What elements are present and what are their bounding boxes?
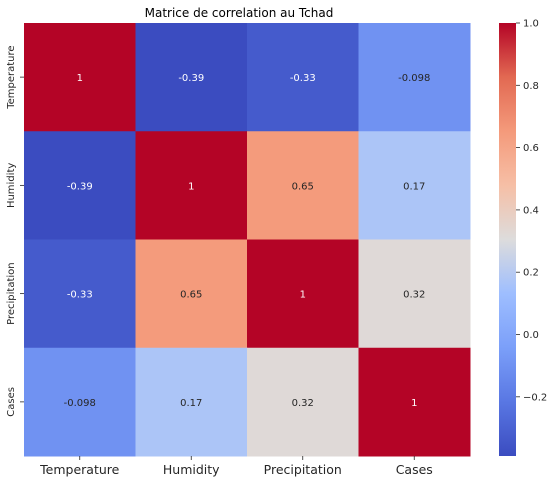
colorbar-tick-label-6: −0.2 [523, 392, 547, 403]
cell-value-label-2-0: -0.33 [67, 290, 93, 301]
cell-value-label-1-3: 0.17 [403, 181, 425, 192]
heatmap-cell-2-2 [247, 239, 359, 349]
colorbar-tick-label-5: 0.0 [523, 330, 539, 341]
heatmap-cell-0-2 [247, 23, 359, 132]
x-axis-tick-labels: Temperature Humidity Precipitation Cases [39, 456, 433, 477]
cell-value-label-2-1: 0.65 [180, 290, 202, 301]
heatmap-cell-1-2 [247, 131, 359, 240]
cell-value-label-0-3: -0.098 [398, 73, 430, 84]
heatmap-cell-3-0 [24, 347, 136, 457]
colorbar-tick-label-0: 1.0 [523, 19, 539, 30]
y-tick-label-3: Cases [6, 387, 17, 417]
cell-value-label-3-1: 0.17 [180, 398, 202, 409]
heatmap-cells: 1 -0.39 -0.33 -0.098 -0.39 1 0.65 0.17 -0.33 0.65… [24, 23, 471, 457]
cell-value-label-1-1: 1 [188, 181, 194, 192]
heatmap-cell-3-2 [247, 347, 359, 457]
cell-value-label-3-0: -0.098 [64, 398, 96, 409]
colorbar-tick-label-1: 0.8 [523, 81, 539, 92]
cell-value-label-0-1: -0.39 [178, 73, 204, 84]
y-axis-tick-labels: Temperature Humidity Precipitation Cases [6, 45, 24, 417]
heatmap-cell-1-3 [358, 131, 471, 240]
colorbar-gradient [499, 23, 516, 456]
heatmap-cell-2-0 [24, 239, 136, 349]
colorbar-tick-label-4: 0.2 [523, 268, 539, 279]
heatmap-cell-2-1 [135, 239, 248, 349]
cell-value-label-3-3: 1 [411, 398, 417, 409]
cell-value-label-0-0: 1 [77, 73, 83, 84]
cell-value-label-3-2: 0.32 [292, 398, 314, 409]
colorbar: 1.0 0.8 0.6 0.4 0.2 0.0 −0.2 [499, 19, 547, 456]
colorbar-tick-label-3: 0.4 [523, 205, 539, 216]
heatmap-cell-0-3 [358, 23, 471, 132]
cell-value-label-2-3: 0.32 [403, 290, 425, 301]
colorbar-ticks: 1.0 0.8 0.6 0.4 0.2 0.0 −0.2 [516, 19, 547, 403]
x-tick-label-1: Humidity [163, 462, 220, 477]
cell-value-label-1-2: 0.65 [292, 181, 314, 192]
cell-value-label-0-2: -0.33 [290, 73, 316, 84]
colorbar-tick-label-2: 0.6 [523, 143, 539, 154]
chart-title: Matrice de correlation au Tchad [145, 6, 334, 20]
cell-value-label-2-2: 1 [300, 290, 306, 301]
y-tick-label-1: Humidity [6, 163, 17, 208]
y-tick-label-0: Temperature [6, 45, 17, 109]
heatmap-cell-1-1 [135, 131, 248, 240]
heatmap-cell-2-3 [358, 239, 471, 349]
cell-value-label-1-0: -0.39 [67, 181, 93, 192]
heatmap-cell-3-3 [358, 347, 471, 457]
y-tick-label-2: Precipitation [6, 262, 17, 325]
heatmap-cell-0-0 [24, 23, 136, 132]
x-tick-label-2: Precipitation [264, 462, 342, 477]
x-tick-label-0: Temperature [39, 462, 119, 477]
heatmap-cell-1-0 [24, 131, 136, 240]
heatmap-cell-3-1 [135, 347, 248, 457]
heatmap-cell-0-1 [135, 23, 248, 132]
x-tick-label-3: Cases [396, 462, 433, 477]
